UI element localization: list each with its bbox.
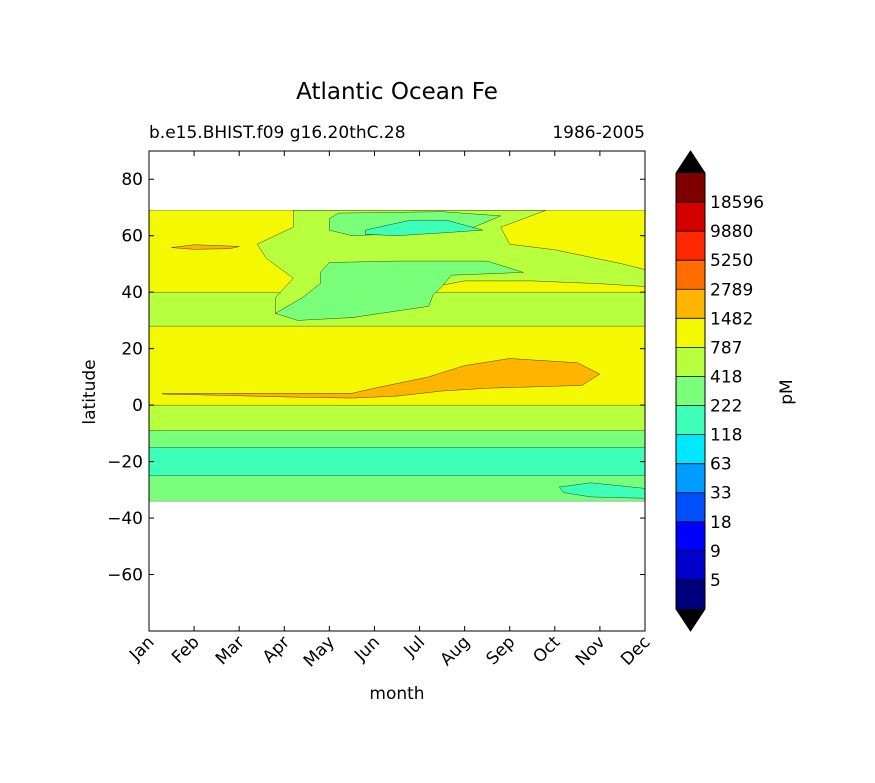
colorbar-segment-9 bbox=[676, 318, 705, 348]
colorbar-segment-6 bbox=[676, 405, 705, 435]
colorbar-label-12: 9880 bbox=[710, 222, 753, 242]
x-tick-label-apr: Apr bbox=[259, 632, 294, 667]
contour-band-2 bbox=[148, 430, 646, 448]
y-tick-label-4: 0 bbox=[132, 396, 143, 416]
y-tick-label-3: 20 bbox=[121, 340, 143, 360]
colorbar-segment-1 bbox=[676, 550, 705, 580]
x-tick-label-mar: Mar bbox=[212, 632, 249, 669]
colorbar-outline bbox=[675, 150, 706, 632]
colorbar-label-8: 787 bbox=[710, 338, 742, 358]
y-tick-label-6: −40 bbox=[107, 509, 143, 529]
y-tick-label-7: −60 bbox=[107, 566, 143, 586]
y-tick-label-0: 80 bbox=[121, 170, 143, 190]
colorbar-extend-top bbox=[676, 151, 705, 173]
colorbar-segment-14 bbox=[676, 173, 705, 203]
contour-region-orange-north-strip bbox=[171, 244, 240, 250]
colorbar-extend-bottom bbox=[676, 609, 705, 631]
contour-region-green-midlat-inner bbox=[275, 260, 524, 321]
x-tick-label-may: May bbox=[300, 632, 339, 671]
colorbar-segment-0 bbox=[676, 579, 705, 609]
contour-region-orange-equatorial bbox=[162, 358, 601, 399]
colorbar-label-6: 222 bbox=[710, 397, 742, 417]
x-tick-label-nov: Nov bbox=[572, 632, 610, 670]
axes-frame bbox=[148, 150, 646, 632]
colorbar-label-7: 418 bbox=[710, 367, 742, 387]
colorbar-segment-12 bbox=[676, 231, 705, 261]
colorbar-segment-8 bbox=[676, 347, 705, 377]
chart-title: Atlantic Ocean Fe bbox=[296, 79, 498, 105]
x-tick-label-jun: Jun bbox=[350, 632, 384, 666]
colorbar-segment-5 bbox=[676, 434, 705, 464]
x-tick-label-aug: Aug bbox=[437, 632, 475, 670]
contour-region-teal-north-patch bbox=[365, 219, 483, 236]
colorbar-label-13: 18596 bbox=[710, 193, 764, 213]
y-axis-label: latitude bbox=[80, 359, 100, 424]
colorbar-label-5: 118 bbox=[710, 426, 742, 446]
colorbar-label-2: 18 bbox=[710, 513, 732, 533]
colorbar-label-4: 63 bbox=[710, 455, 732, 475]
colorbar-label-0: 5 bbox=[710, 571, 721, 591]
colorbar: 5 9 18 33 63 118 222 418 787 1482 2789 5250 9880 1859… bbox=[675, 150, 764, 632]
colorbar-label-3: 33 bbox=[710, 484, 732, 504]
x-axis-label: month bbox=[369, 684, 424, 704]
colorbar-segment-7 bbox=[676, 376, 705, 406]
colorbar-segment-13 bbox=[676, 202, 705, 232]
colorbar-label-11: 5250 bbox=[710, 251, 753, 271]
colorbar-label-1: 9 bbox=[710, 542, 721, 562]
colorbar-label-10: 2789 bbox=[710, 280, 753, 300]
colorbar-segment-3 bbox=[676, 492, 705, 522]
x-tick-label-jul: Jul bbox=[400, 632, 429, 661]
colorbar-segment-4 bbox=[676, 463, 705, 493]
x-tick-label-sep: Sep bbox=[482, 632, 519, 669]
y-tick-label-2: 40 bbox=[121, 283, 143, 303]
y-tick-label-5: −20 bbox=[107, 453, 143, 473]
x-tick-label-jan: Jan bbox=[125, 632, 158, 665]
contour-band-3 bbox=[148, 404, 646, 431]
colorbar-segment-10 bbox=[676, 289, 705, 319]
colorbar-segment-11 bbox=[676, 260, 705, 290]
contour-band-1 bbox=[148, 447, 646, 476]
plot-area: Jan Feb Mar Apr May Jun Jul Aug Sep Oct Nov Dec 80 60… bbox=[107, 150, 655, 671]
colorbar-segment-2 bbox=[676, 521, 705, 551]
chart-subtitle-left: b.e15.BHIST.f09 g16.20thC.28 bbox=[149, 123, 406, 143]
chart-subtitle-right: 1986-2005 bbox=[552, 123, 645, 143]
colorbar-label: pM bbox=[777, 379, 797, 404]
colorbar-label-9: 1482 bbox=[710, 309, 753, 329]
x-tick-label-oct: Oct bbox=[529, 632, 564, 667]
x-tick-label-feb: Feb bbox=[168, 632, 203, 667]
x-tick-label-dec: Dec bbox=[617, 632, 654, 669]
y-tick-label-1: 60 bbox=[121, 227, 143, 247]
